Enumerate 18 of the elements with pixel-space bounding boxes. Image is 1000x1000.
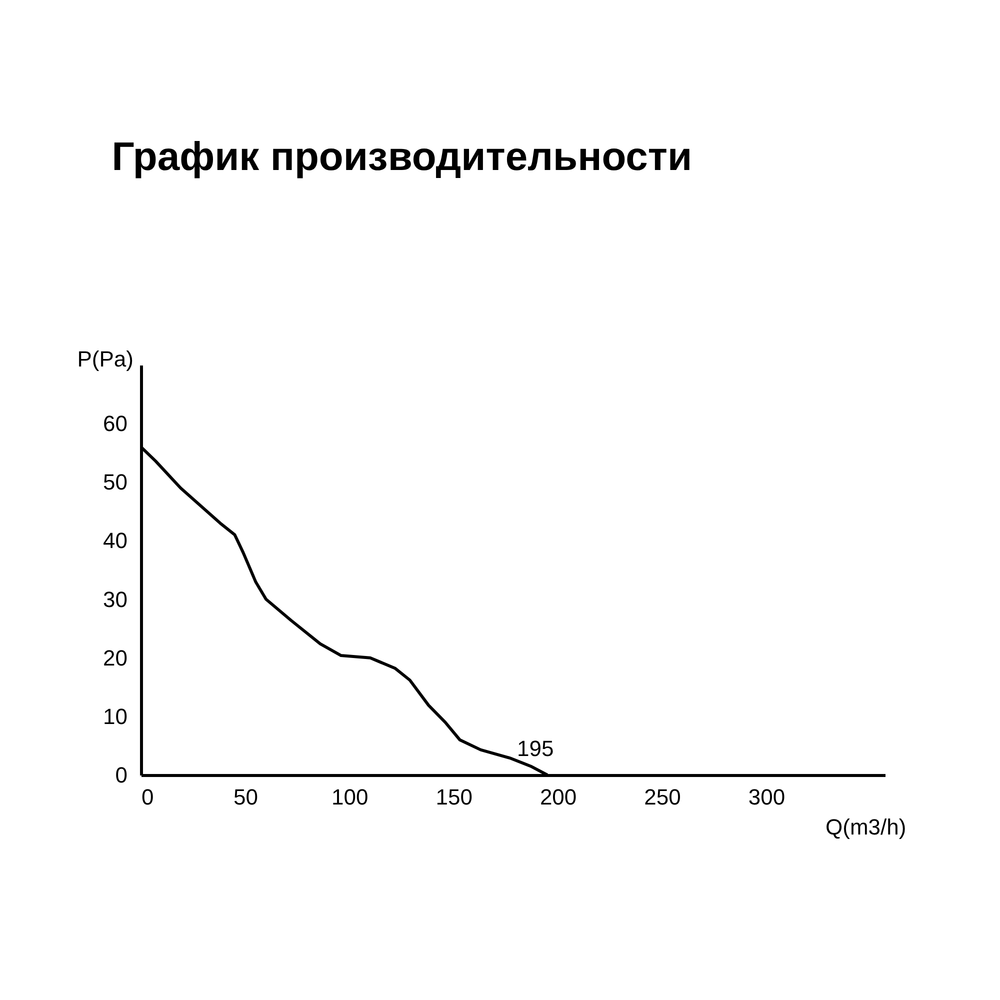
x-tick-label: 150: [436, 784, 472, 810]
y-axis-title: P(Pa): [77, 346, 134, 372]
y-tick-label: 0: [115, 762, 128, 788]
x-tick-label: 100: [332, 784, 368, 810]
y-tick-label: 10: [103, 704, 128, 729]
x-tick-label: 300: [748, 784, 786, 810]
x-tick-label: 250: [644, 784, 681, 810]
y-tick-label: 30: [103, 586, 128, 612]
y-tick-label: 60: [103, 411, 128, 436]
y-tick-label: 20: [103, 645, 128, 670]
x-axis-title: Q(m3/h): [826, 814, 906, 840]
chart-title: График производительности: [112, 135, 692, 179]
x-tick-label: 200: [540, 784, 577, 810]
y-tick-label: 40: [103, 528, 128, 554]
y-tick-label: 50: [103, 470, 128, 495]
annotation: 195: [517, 736, 554, 761]
x-tick-label: 0: [142, 784, 154, 810]
x-tick-label: 50: [233, 784, 258, 810]
